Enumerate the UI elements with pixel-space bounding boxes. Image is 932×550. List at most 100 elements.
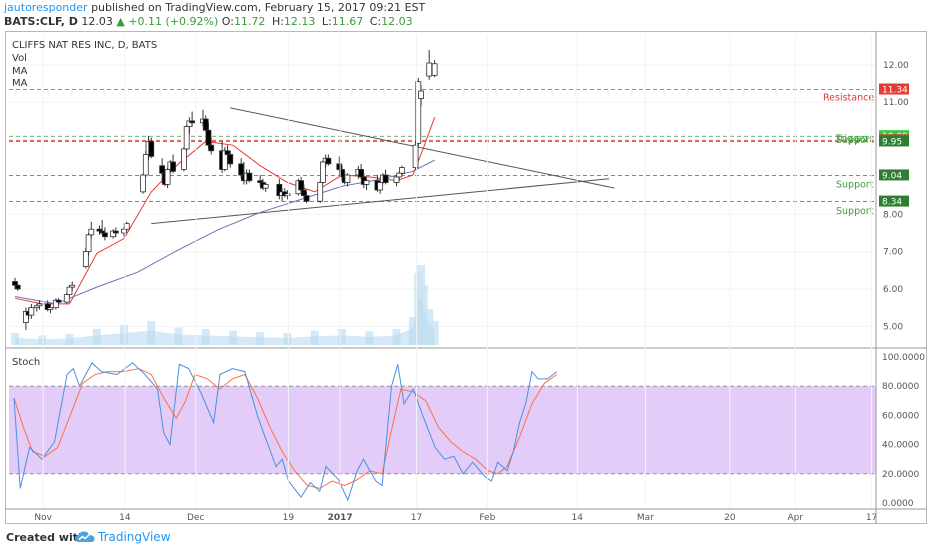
price-change: +0.11 (+0.92%) [128, 15, 219, 28]
legend-vol: Vol [12, 53, 27, 64]
open-label: O: [221, 15, 234, 28]
open-value: 11.72 [233, 15, 266, 28]
tradingview-brand-link[interactable]: TradingView [98, 530, 171, 544]
candle-up [47, 307, 54, 310]
x-tick-label: 19 [283, 513, 295, 523]
candle-down [224, 150, 231, 155]
stoch-pane[interactable]: 100.0000 80.0000 60.0000 40.0000 20.0000 0.00… [9, 353, 925, 509]
chart-title: CLIFFS NAT RES INC, D, BATS [12, 40, 157, 51]
level-annotation: Trigger [835, 134, 869, 145]
price-tick-label: 5.00 [883, 322, 903, 332]
candle-up [36, 303, 43, 307]
stoch-tick-label: 0.0000 [882, 499, 914, 509]
candle-up [393, 176, 400, 183]
x-tick-label: Dec [187, 513, 204, 523]
trendline [151, 178, 610, 225]
candle-up [123, 223, 130, 230]
candle-up [377, 182, 384, 191]
candle-up [284, 193, 291, 197]
candle-up [426, 62, 433, 77]
price-tick-label: 8.00 [883, 210, 903, 220]
candle-up [181, 148, 187, 170]
candle-down [202, 118, 209, 131]
x-tick-label: 17 [411, 513, 422, 523]
candle-up [140, 174, 146, 193]
stoch-tick-label: 40.0000 [882, 441, 919, 451]
candle-up [66, 286, 73, 295]
candle-down [159, 165, 166, 174]
trendline [230, 107, 615, 189]
x-tick-label: 2017 [328, 513, 353, 523]
volume-area [15, 297, 435, 345]
ohlc-line: BATS:CLF, D 12.03 ▲ +0.11 (+0.92%) O:11.… [4, 15, 416, 29]
price-label-text: 9.04 [882, 171, 902, 181]
candle-up [320, 161, 326, 183]
close-label: C: [369, 15, 382, 28]
stoch-tick-label: 20.0000 [882, 470, 919, 480]
level-annotation: Support [836, 206, 874, 217]
candle-up [164, 169, 171, 185]
candle-down [170, 161, 176, 172]
price-tick-label: 11.00 [883, 98, 909, 108]
low-value: 11.67 [331, 15, 364, 28]
x-tick-label: Feb [479, 513, 495, 523]
legend-ma-fast: MA [12, 66, 28, 77]
publish-header: jautoresponder published on TradingView.… [0, 0, 932, 30]
chart-svg[interactable]: 5.00 6.00 7.00 8.00 11.00 12.00 Resistance Supp… [5, 31, 927, 524]
candle-down [303, 195, 310, 202]
candle-up [262, 183, 269, 189]
candle-down [112, 230, 119, 234]
candle-down [102, 232, 108, 238]
candle-up [317, 182, 324, 202]
candle-down [325, 157, 332, 165]
price-label-text: 11.34 [882, 86, 908, 96]
stoch-tick-label: 60.0000 [882, 411, 919, 421]
close-value: 12.03 [381, 15, 413, 28]
price-tick-label: 6.00 [883, 285, 903, 295]
candle-up [431, 63, 438, 76]
price-tick-label: 12.00 [883, 61, 909, 71]
level-annotation: Support [836, 180, 874, 191]
candle-down [148, 141, 155, 157]
candle-up [412, 144, 419, 168]
symbol-label: BATS:CLF, D [4, 15, 78, 28]
stoch-tick-label: 80.0000 [882, 382, 919, 392]
price-label-text: 9.95 [882, 137, 902, 147]
stoch-band [9, 386, 876, 474]
candle-up [396, 172, 403, 178]
candle-up [344, 174, 351, 183]
footer: Created with TradingView [0, 526, 932, 550]
price-tick-label: 7.00 [883, 248, 903, 258]
created-with-label: Created with [6, 531, 86, 544]
level-label: Resistance [823, 93, 874, 104]
price-pane[interactable]: 5.00 6.00 7.00 8.00 11.00 12.00 Resistance Supp… [9, 49, 909, 345]
legend-ma-slow: MA [12, 78, 28, 89]
x-tick-label: 14 [572, 513, 584, 523]
candle-down [336, 163, 343, 170]
candle-down [238, 163, 245, 176]
x-tick-label: 14 [119, 513, 131, 523]
candle-down [246, 172, 253, 182]
author-link[interactable]: jautoresponder [4, 1, 88, 14]
published-text: published on TradingView.com, February 1… [91, 1, 426, 14]
candle-up [63, 294, 70, 303]
candle-up [88, 228, 95, 236]
candle-up [82, 251, 89, 267]
candle-up [415, 81, 422, 144]
candle-up [28, 307, 35, 316]
stoch-title: Stoch [12, 357, 40, 368]
high-label: H: [271, 15, 284, 28]
x-axis: Nov 14 Dec 19 2017 17 Feb 14 Mar 20 Apr 17 [5, 31, 927, 524]
candle-up [183, 126, 190, 150]
candle-down [208, 144, 215, 152]
price-label-text: 8.34 [882, 198, 902, 208]
chart-frame[interactable]: 5.00 6.00 7.00 8.00 11.00 12.00 Resistance Supp… [5, 31, 927, 524]
candle-up [363, 180, 370, 185]
publish-line: jautoresponder published on TradingView.… [4, 1, 425, 15]
tradingview-cloud-icon [75, 531, 95, 542]
x-tick-label: Apr [787, 513, 803, 523]
last-price: 12.03 [81, 15, 113, 28]
level-annotation: Support [836, 135, 874, 146]
candle-down [14, 284, 21, 290]
up-arrow-icon: ▲ [116, 15, 125, 28]
